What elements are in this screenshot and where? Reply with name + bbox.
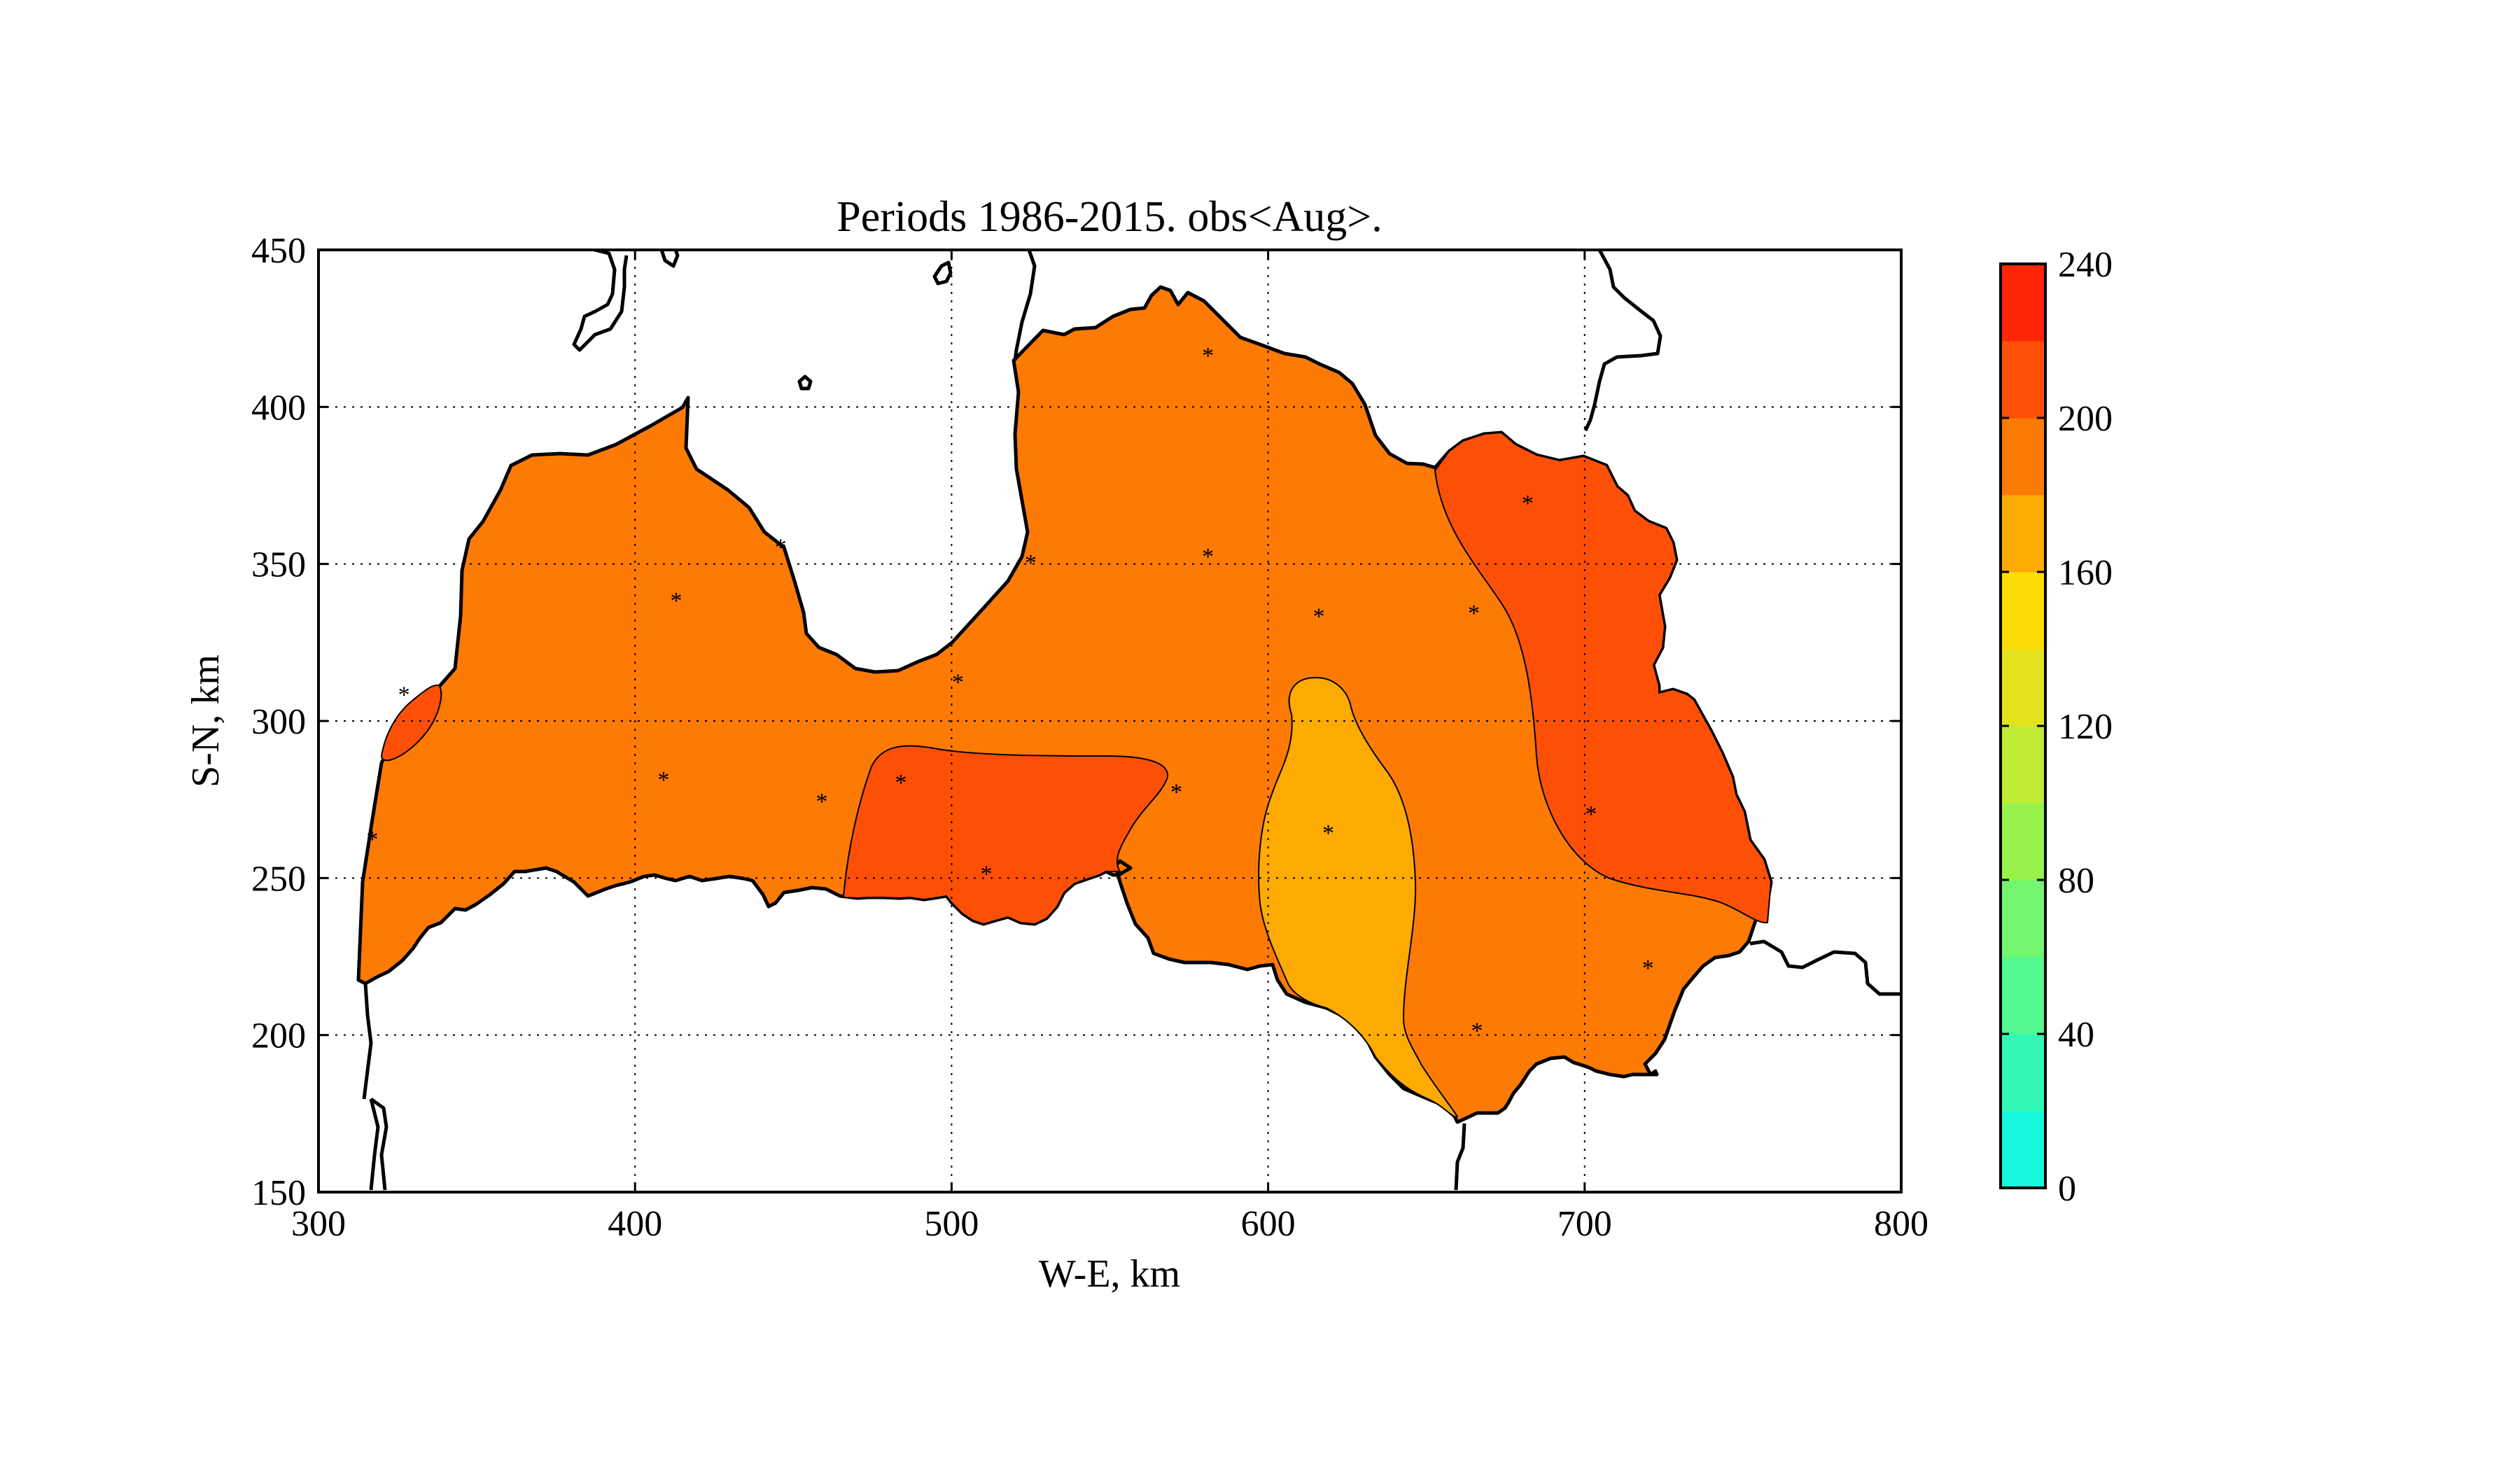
station-marker: * — [1025, 550, 1037, 576]
station-marker: * — [1468, 601, 1480, 626]
region-east-180-200 — [1434, 431, 1772, 924]
station-marker: * — [1642, 955, 1654, 981]
station-marker: * — [952, 670, 964, 696]
chart-title: Periods 1986-2015. obs<Aug>. — [836, 193, 1382, 241]
y-tick-label: 400 — [251, 388, 306, 428]
colorbar-tick-label: 80 — [2058, 861, 2094, 901]
x-tick-label: 400 — [608, 1204, 662, 1244]
x-axis: 300 400 500 600 700 800 — [291, 250, 1928, 1244]
colorbar-tick-label: 120 — [2058, 707, 2113, 747]
colorbar-segment — [2001, 1034, 2045, 1112]
gridlines — [318, 250, 1901, 1192]
region-west-coast-180-200 — [380, 684, 442, 762]
station-marker: * — [1202, 343, 1214, 369]
colorbar-tick-label: 160 — [2058, 553, 2113, 593]
station-marker: * — [895, 770, 907, 796]
colorbar-segment — [2001, 1111, 2045, 1189]
colorbar-segment — [2001, 264, 2045, 342]
x-axis-label: W-E, km — [1039, 1252, 1180, 1296]
colorbar-segment — [2001, 726, 2045, 804]
colorbar-segment — [2001, 341, 2045, 419]
y-tick-label: 300 — [251, 702, 306, 742]
colorbar-segment — [2001, 418, 2045, 496]
station-marker: * — [1471, 1018, 1483, 1044]
station-marker: * — [981, 861, 993, 887]
station-marker: * — [1322, 820, 1334, 846]
y-tick-label: 450 — [251, 231, 306, 271]
y-tick-label: 350 — [251, 545, 306, 585]
x-tick-label: 800 — [1874, 1204, 1928, 1244]
y-axis-label: S-N, km — [184, 654, 227, 788]
y-tick-label: 150 — [251, 1173, 306, 1213]
x-tick-label: 300 — [291, 1204, 346, 1244]
x-tick-label: 600 — [1241, 1204, 1296, 1244]
colorbar-tick-label: 240 — [2058, 245, 2113, 285]
station-marker: * — [366, 827, 378, 853]
y-tick-label: 200 — [251, 1016, 306, 1056]
station-marker: * — [398, 682, 410, 708]
station-marker: * — [1312, 603, 1324, 629]
y-tick-label: 250 — [251, 859, 306, 899]
colorbar-tick-label: 200 — [2058, 399, 2113, 439]
station-marker: * — [1202, 544, 1214, 570]
colorbar-segment — [2001, 880, 2045, 958]
colorbar-segment — [2001, 572, 2045, 650]
colorbar-segment — [2001, 803, 2045, 881]
station-markers: * * * * * * * * * * * * * * * * * * * * — [366, 343, 1653, 1044]
region-central-south-180-200 — [842, 745, 1169, 925]
plot-area: * * * * * * * * * * * * * * * * * * * * — [318, 250, 1901, 1192]
station-marker: * — [657, 767, 669, 793]
station-marker: * — [1522, 491, 1534, 517]
colorbar-ticks: 0 40 80 120 160 200 240 — [2001, 245, 2113, 1209]
colorbar-tick-label: 0 — [2058, 1169, 2076, 1209]
colorbar-segment — [2001, 495, 2045, 573]
station-marker: * — [1585, 802, 1597, 827]
colorbar — [1999, 262, 2047, 1189]
region-main-160-180 — [356, 285, 1773, 1124]
region-valley-140-160 — [1258, 676, 1459, 1118]
y-axis: 150 200 250 300 350 400 450 — [251, 231, 1901, 1213]
colorbar-segment — [2001, 957, 2045, 1035]
neighbour-borders — [362, 250, 1901, 1191]
station-marker: * — [816, 789, 827, 815]
station-marker: * — [1170, 780, 1182, 806]
colorbar-segment — [2001, 649, 2045, 727]
station-marker: * — [670, 588, 682, 614]
colorbar-tick-label: 40 — [2058, 1015, 2094, 1055]
x-tick-label: 700 — [1558, 1204, 1612, 1244]
x-tick-label: 500 — [924, 1204, 979, 1244]
station-marker: * — [775, 535, 787, 561]
